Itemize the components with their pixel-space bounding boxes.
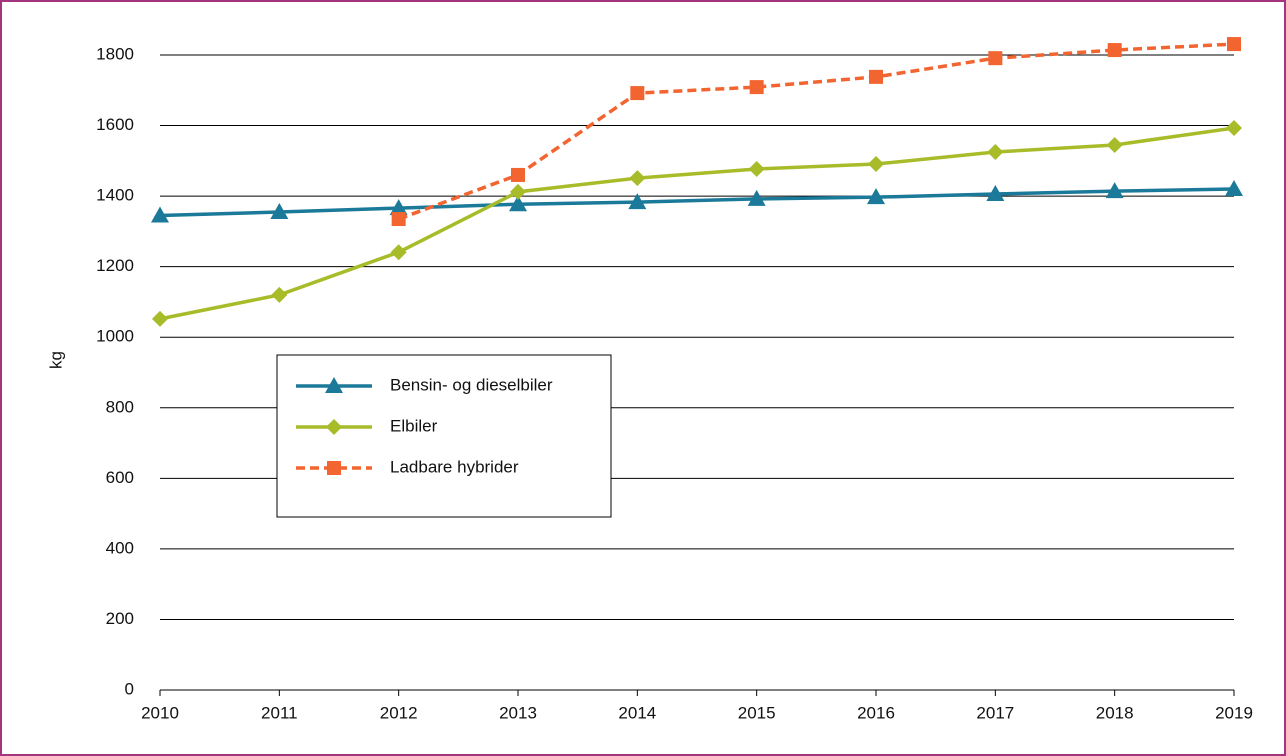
y-tick-label: 600: [106, 468, 134, 487]
legend-label: Elbiler: [390, 416, 438, 435]
marker: [326, 419, 342, 435]
series-line: [159, 126, 1235, 321]
x-tick-label: 2012: [380, 703, 418, 722]
marker: [510, 183, 526, 200]
series-line: [398, 42, 1235, 221]
y-axis-label: kg: [46, 351, 65, 369]
marker: [271, 286, 288, 303]
x-tick-label: 2014: [618, 703, 656, 722]
marker: [391, 212, 406, 227]
marker: [151, 206, 169, 223]
legend-label: Ladbare hybrider: [390, 457, 519, 476]
y-tick-label: 200: [106, 609, 134, 628]
marker: [986, 184, 1005, 201]
marker: [511, 167, 525, 182]
marker: [749, 80, 764, 95]
x-tick-label: 2018: [1096, 703, 1134, 722]
marker: [988, 51, 1003, 66]
marker: [987, 144, 1004, 161]
marker: [630, 86, 645, 101]
x-tick-label: 2016: [857, 703, 895, 722]
marker: [509, 195, 527, 212]
marker: [747, 189, 766, 206]
marker: [270, 202, 289, 219]
y-tick-label: 1400: [96, 186, 134, 205]
marker: [152, 310, 168, 327]
x-tick-label: 2010: [141, 703, 179, 722]
marker: [868, 156, 884, 173]
marker: [389, 199, 408, 216]
marker: [1107, 43, 1122, 58]
x-tick-label: 2011: [261, 703, 298, 722]
x-tick-label: 2019: [1215, 703, 1253, 722]
x-tick-label: 2017: [976, 703, 1014, 722]
y-tick-label: 0: [125, 679, 134, 698]
marker: [1106, 136, 1123, 153]
marker: [869, 69, 883, 84]
marker: [390, 244, 407, 261]
y-tick-label: 1600: [96, 115, 134, 134]
series-line: [159, 187, 1235, 218]
marker: [1225, 180, 1243, 197]
marker: [628, 193, 647, 210]
marker: [327, 461, 341, 475]
legend-label: Bensin- og dieselbiler: [390, 375, 553, 394]
y-tick-label: 1200: [96, 256, 134, 275]
marker: [325, 377, 343, 393]
marker: [748, 160, 765, 177]
x-tick-label: 2013: [499, 703, 537, 722]
marker: [629, 170, 646, 187]
marker: [1227, 37, 1241, 52]
legend: Bensin- og dieselbiler Elbiler Ladbare hyb…: [276, 354, 612, 518]
y-tick-label: 400: [106, 538, 134, 557]
marker: [1226, 120, 1242, 137]
marker: [1105, 182, 1124, 199]
x-tick-label: 2015: [738, 703, 776, 722]
marker: [867, 188, 885, 205]
y-tick-label: 1000: [96, 327, 134, 346]
y-tick-label: 800: [106, 397, 134, 416]
y-tick-label: 1800: [96, 44, 134, 63]
